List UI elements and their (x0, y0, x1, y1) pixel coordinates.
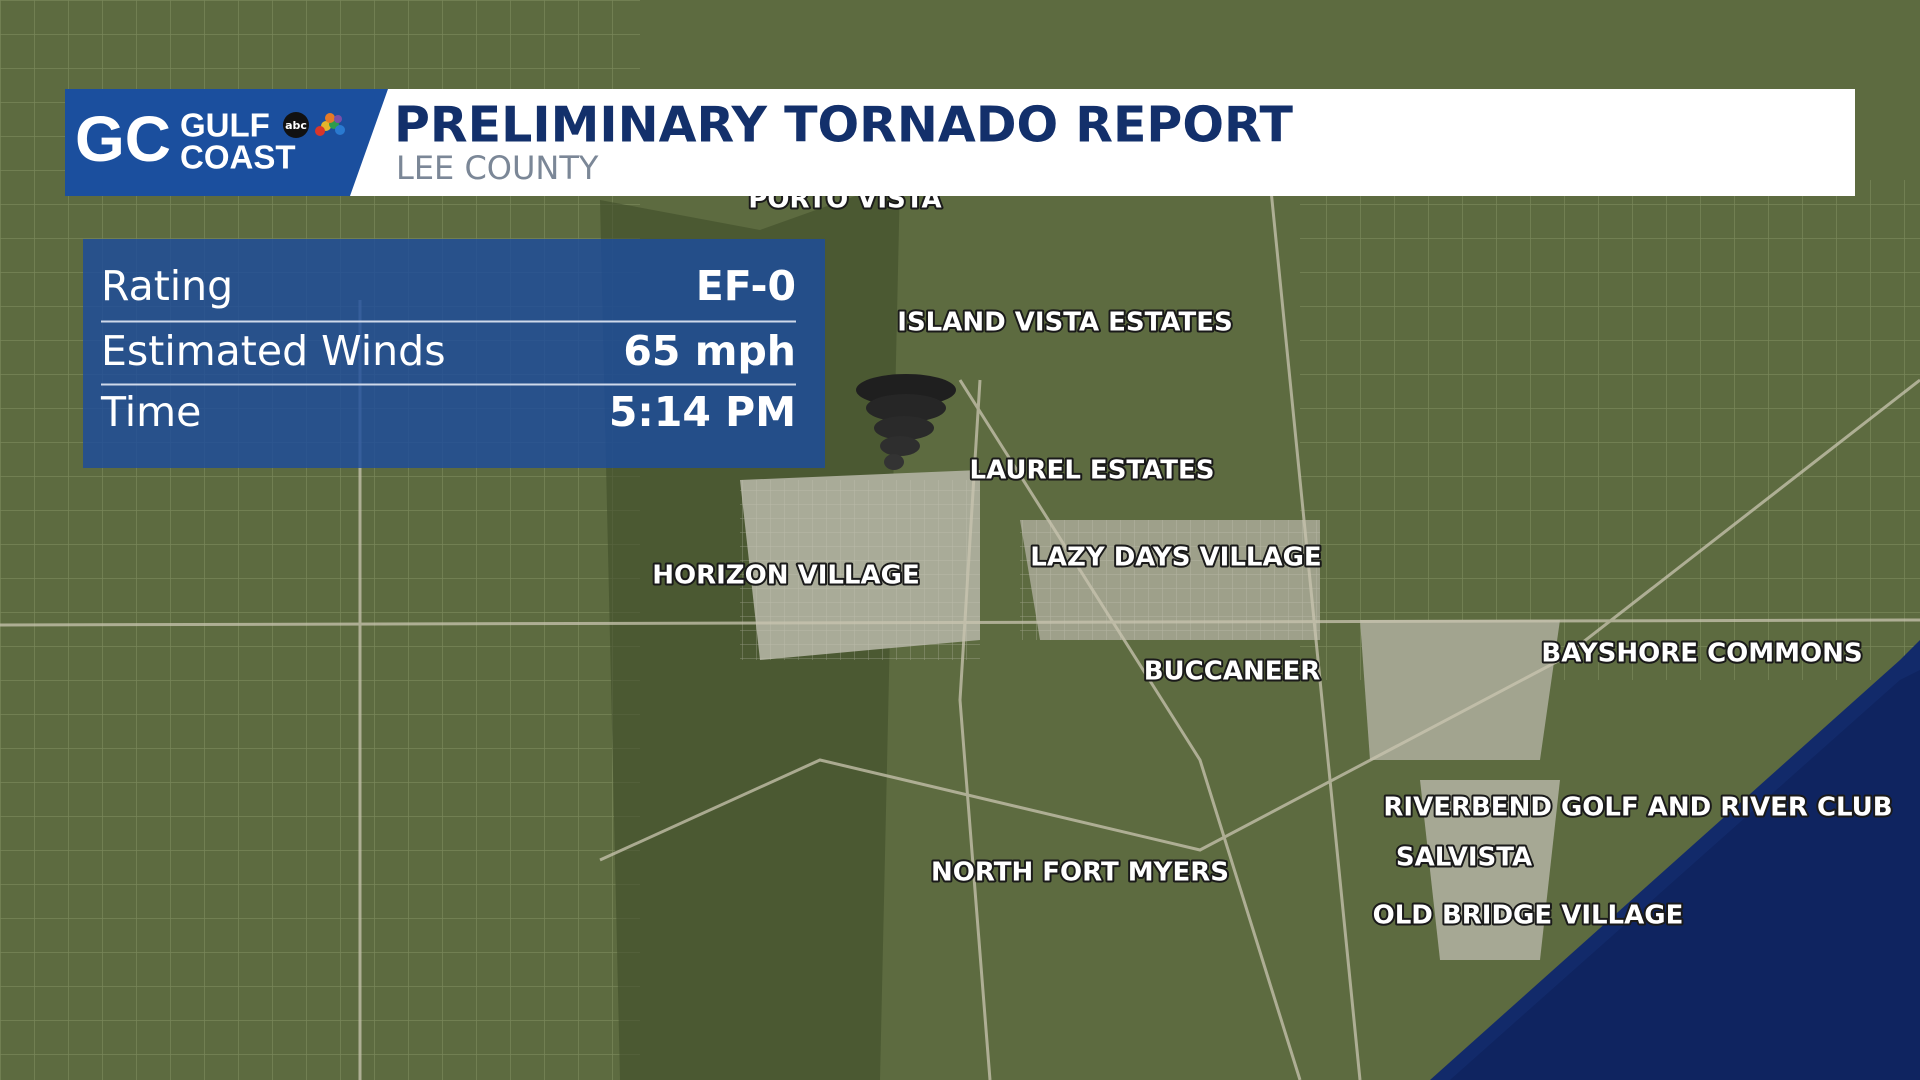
peacock-logo (315, 113, 345, 136)
info-label: Rating (101, 262, 233, 310)
info-value: EF-0 (696, 262, 796, 310)
logo-panel (65, 89, 388, 196)
title: PRELIMINARY TORNADO REPORT (394, 97, 1294, 154)
header: GC GULF COAST abc PRELIMINARY TORNADO RE… (65, 89, 1855, 196)
place-label: RIVERBEND GOLF AND RIVER CLUB (1383, 793, 1892, 823)
place-label: SALVISTA (1396, 843, 1532, 873)
subtitle: LEE COUNTY (396, 149, 599, 187)
place-label: BUCCANEER (1144, 657, 1321, 687)
info-value: 65 mph (623, 327, 796, 375)
info-box: Rating EF-0 Estimated Winds 65 mph Time 5:14 … (83, 239, 825, 468)
network-logo-text: abc (285, 119, 307, 132)
place-label: NORTH FORT MYERS (931, 858, 1229, 888)
place-label: LAZY DAYS VILLAGE (1030, 543, 1321, 573)
place-label: LAUREL ESTATES (970, 456, 1215, 486)
info-value: 5:14 PM (609, 388, 796, 436)
logo-text: COAST (180, 139, 296, 176)
info-panel (83, 239, 825, 468)
network-logo (283, 112, 309, 138)
place-label: ISLAND VISTA ESTATES (897, 308, 1232, 338)
place-label: OLD BRIDGE VILLAGE (1373, 901, 1684, 931)
logo-mark: GC (75, 103, 171, 175)
info-label: Estimated Winds (101, 327, 446, 375)
info-label: Time (100, 388, 201, 436)
place-label: HORIZON VILLAGE (652, 561, 919, 591)
tornado-icon (856, 374, 956, 470)
logo-text: GULF (180, 107, 270, 144)
place-label: BAYSHORE COMMONS (1541, 639, 1862, 669)
